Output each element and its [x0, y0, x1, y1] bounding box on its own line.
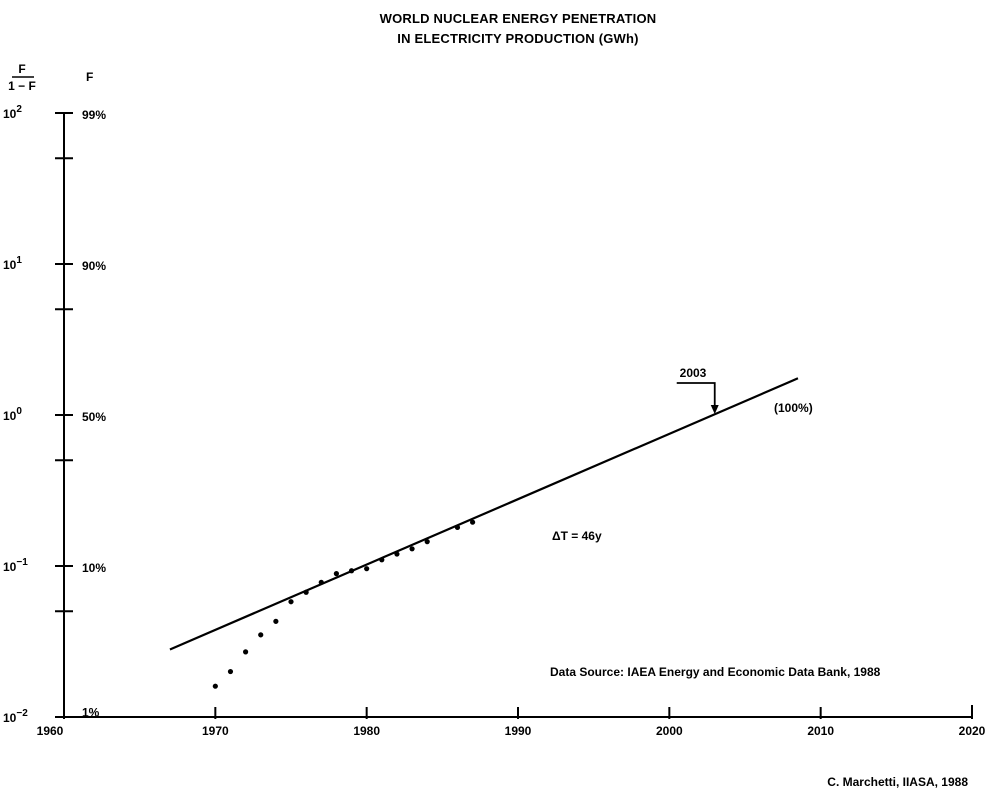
credit-note: C. Marchetti, IIASA, 1988: [827, 775, 968, 789]
y-axis-share-label: F: [86, 70, 93, 84]
data-point-1972: [243, 649, 248, 654]
data-point-1979: [349, 568, 354, 573]
y-share-label-50pct: 50%: [82, 410, 106, 424]
data-point-1986: [455, 525, 460, 530]
x-tick-label-1960: 1960: [37, 724, 64, 738]
marker-arrow-line: [677, 383, 715, 409]
marker-year-label: 2003: [680, 366, 707, 380]
y-tick-label-0.01: 10−2: [3, 708, 28, 725]
data-source-note: Data Source: IAEA Energy and Economic Da…: [550, 665, 881, 679]
fit-line: [170, 378, 798, 649]
y-axis-ratio-denominator: 1 − F: [8, 79, 36, 93]
marks-layer: [170, 378, 798, 688]
y-tick-label-10: 101: [3, 255, 22, 272]
y-tick-label-0.1: 10−1: [3, 557, 28, 574]
data-point-1978: [334, 571, 339, 576]
delta-t-label: ΔT = 46y: [552, 529, 602, 543]
y-tick-label-100: 102: [3, 104, 22, 121]
data-point-1982: [394, 551, 399, 556]
data-point-1981: [379, 557, 384, 562]
x-tick-label-2010: 2010: [807, 724, 834, 738]
y-axis-ratio-numerator: F: [18, 62, 25, 76]
data-point-1977: [319, 580, 324, 585]
y-share-label-90pct: 90%: [82, 259, 106, 273]
data-point-1974: [273, 619, 278, 624]
data-point-1984: [425, 539, 430, 544]
data-point-1980: [364, 566, 369, 571]
x-tick-label-2020: 2020: [959, 724, 986, 738]
y-share-label-99pct: 99%: [82, 108, 106, 122]
data-point-1973: [258, 632, 263, 637]
x-tick-label-1980: 1980: [353, 724, 380, 738]
chart-title-line-1: WORLD NUCLEAR ENERGY PENETRATION: [380, 11, 657, 26]
saturation-label: (100%): [774, 401, 813, 415]
ticks-layer: 1960 1970 1980 1990 2000 2010 2020 102 101 100 10−…: [3, 104, 986, 738]
y-share-label-10pct: 10%: [82, 561, 106, 575]
x-tick-label-1970: 1970: [202, 724, 229, 738]
data-point-1987: [470, 520, 475, 525]
data-point-1983: [409, 546, 414, 551]
data-point-1976: [304, 590, 309, 595]
chart-title-line-2: IN ELECTRICITY PRODUCTION (GWh): [397, 31, 638, 46]
x-tick-label-2000: 2000: [656, 724, 683, 738]
data-point-1971: [228, 669, 233, 674]
data-point-1975: [288, 599, 293, 604]
y-tick-label-1: 100: [3, 406, 22, 423]
y-share-label-1pct: 1%: [82, 706, 100, 720]
data-point-1970: [213, 684, 218, 689]
x-tick-label-1990: 1990: [505, 724, 532, 738]
